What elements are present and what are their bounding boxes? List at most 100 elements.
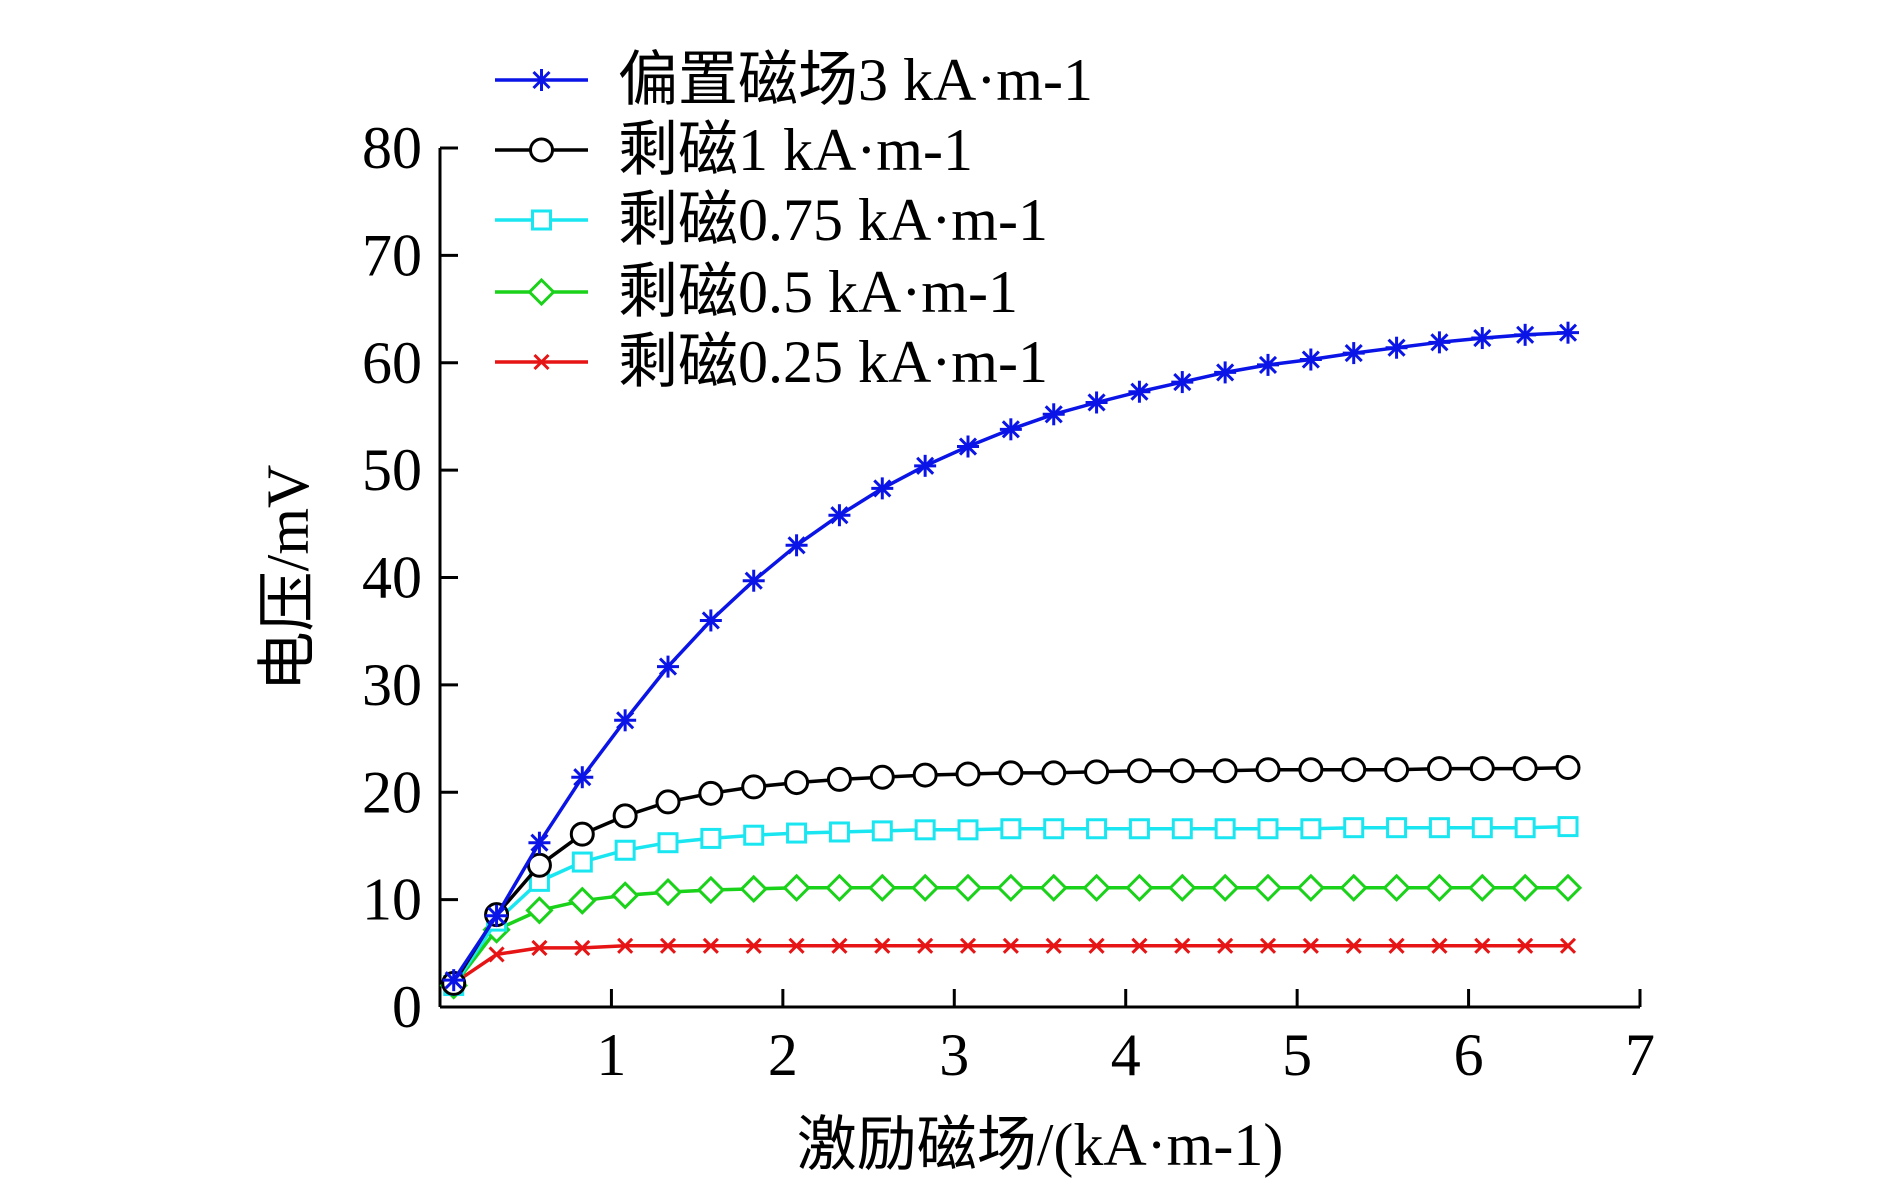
y-axis-title: 电压/mV — [255, 465, 321, 692]
data-point — [1125, 873, 1154, 902]
data-point — [1428, 817, 1450, 839]
data-point — [571, 851, 593, 873]
data-point — [1557, 816, 1579, 838]
x-tick-label: 3 — [939, 1022, 969, 1088]
data-point — [528, 831, 551, 854]
data-point — [614, 709, 637, 732]
data-point — [1214, 361, 1237, 384]
data-point — [788, 937, 805, 954]
data-point — [1557, 321, 1579, 344]
data-point — [1468, 873, 1497, 902]
data-point — [1169, 758, 1195, 784]
data-point — [698, 780, 724, 806]
data-point — [953, 873, 983, 902]
data-point — [745, 937, 762, 954]
data-point — [1343, 817, 1365, 839]
data-point — [1471, 817, 1493, 839]
data-point — [1002, 937, 1019, 954]
data-point — [742, 569, 765, 592]
y-tick-label: 80 — [362, 115, 422, 181]
y-tick-label: 40 — [362, 545, 422, 611]
legend-entry: 剩磁1 kA·m-1 — [495, 117, 973, 183]
data-point — [1385, 336, 1408, 359]
data-point — [1431, 937, 1448, 954]
data-point — [1212, 758, 1238, 784]
y-tick-label: 70 — [362, 222, 422, 288]
data-point — [784, 770, 810, 796]
series-1 — [442, 321, 1579, 992]
data-point — [1085, 391, 1108, 414]
y-tick-label: 20 — [362, 759, 422, 825]
data-point — [868, 873, 897, 902]
data-point — [911, 873, 940, 902]
series-5 — [445, 937, 1577, 992]
x-tick-label: 5 — [1282, 1022, 1312, 1088]
data-point — [871, 477, 894, 500]
data-point — [653, 877, 683, 907]
y-tick-label: 10 — [362, 867, 422, 933]
data-point — [574, 939, 591, 957]
legend-swatch-marker — [529, 137, 554, 163]
data-point — [743, 824, 765, 846]
data-point — [702, 937, 719, 954]
data-point — [485, 904, 508, 927]
data-point — [1388, 937, 1405, 954]
x-tick-label: 2 — [768, 1022, 798, 1088]
x-tick-label: 6 — [1454, 1022, 1484, 1088]
series-3 — [443, 816, 1579, 997]
data-point — [1086, 818, 1108, 840]
legend-entry: 剩磁0.75 kA·m-1 — [495, 187, 1048, 253]
data-point — [1382, 873, 1411, 902]
data-point — [700, 827, 722, 849]
x-tick-label: 4 — [1111, 1022, 1141, 1088]
data-point — [1555, 755, 1581, 781]
data-point — [1341, 757, 1367, 783]
data-point — [917, 937, 934, 954]
legend-label: 剩磁0.25 kA·m-1 — [618, 329, 1048, 395]
data-point — [1511, 873, 1540, 902]
x-tick-label: 1 — [596, 1022, 626, 1088]
data-point — [1259, 937, 1277, 954]
series-layer — [439, 321, 1583, 1000]
data-point — [1300, 818, 1322, 840]
legend-entry: 剩磁0.25 kA·m-1 — [495, 329, 1048, 395]
data-point — [1517, 937, 1534, 954]
data-point — [1217, 937, 1234, 954]
data-point — [659, 937, 677, 954]
data-point — [1168, 873, 1197, 902]
legend-label: 偏置磁场3 kA·m-1 — [618, 47, 1093, 113]
data-point — [828, 821, 850, 843]
data-point — [526, 852, 552, 878]
axes: 0 10 20 30 40 50 60 70 80 1 2 3 4 5 6 7 — [362, 115, 1655, 1088]
data-point — [828, 504, 851, 527]
data-point — [1042, 403, 1065, 426]
data-point — [1131, 937, 1148, 954]
data-point — [957, 819, 979, 841]
data-point — [1041, 760, 1067, 786]
data-point — [1255, 757, 1281, 783]
legend-swatch-marker — [527, 277, 556, 307]
legend-label: 剩磁1 kA·m-1 — [618, 117, 973, 183]
legend-swatch-marker — [530, 69, 553, 91]
data-point — [1512, 756, 1538, 782]
data-point — [655, 789, 681, 815]
data-point — [568, 886, 597, 915]
data-point — [699, 609, 722, 632]
legend-swatch-marker — [533, 353, 550, 371]
data-point — [874, 937, 891, 954]
data-point — [1339, 873, 1368, 902]
data-point — [1298, 757, 1324, 783]
data-point — [955, 761, 981, 787]
legend-entry: 剩磁0.5 kA·m-1 — [495, 259, 1018, 325]
data-point — [1043, 818, 1065, 840]
data-point — [996, 873, 1025, 902]
data-point — [785, 534, 808, 557]
data-point — [611, 881, 640, 910]
data-point — [614, 839, 636, 861]
data-point — [825, 873, 854, 902]
data-point — [1211, 873, 1240, 902]
data-point — [1257, 353, 1279, 376]
data-point — [1084, 759, 1110, 785]
